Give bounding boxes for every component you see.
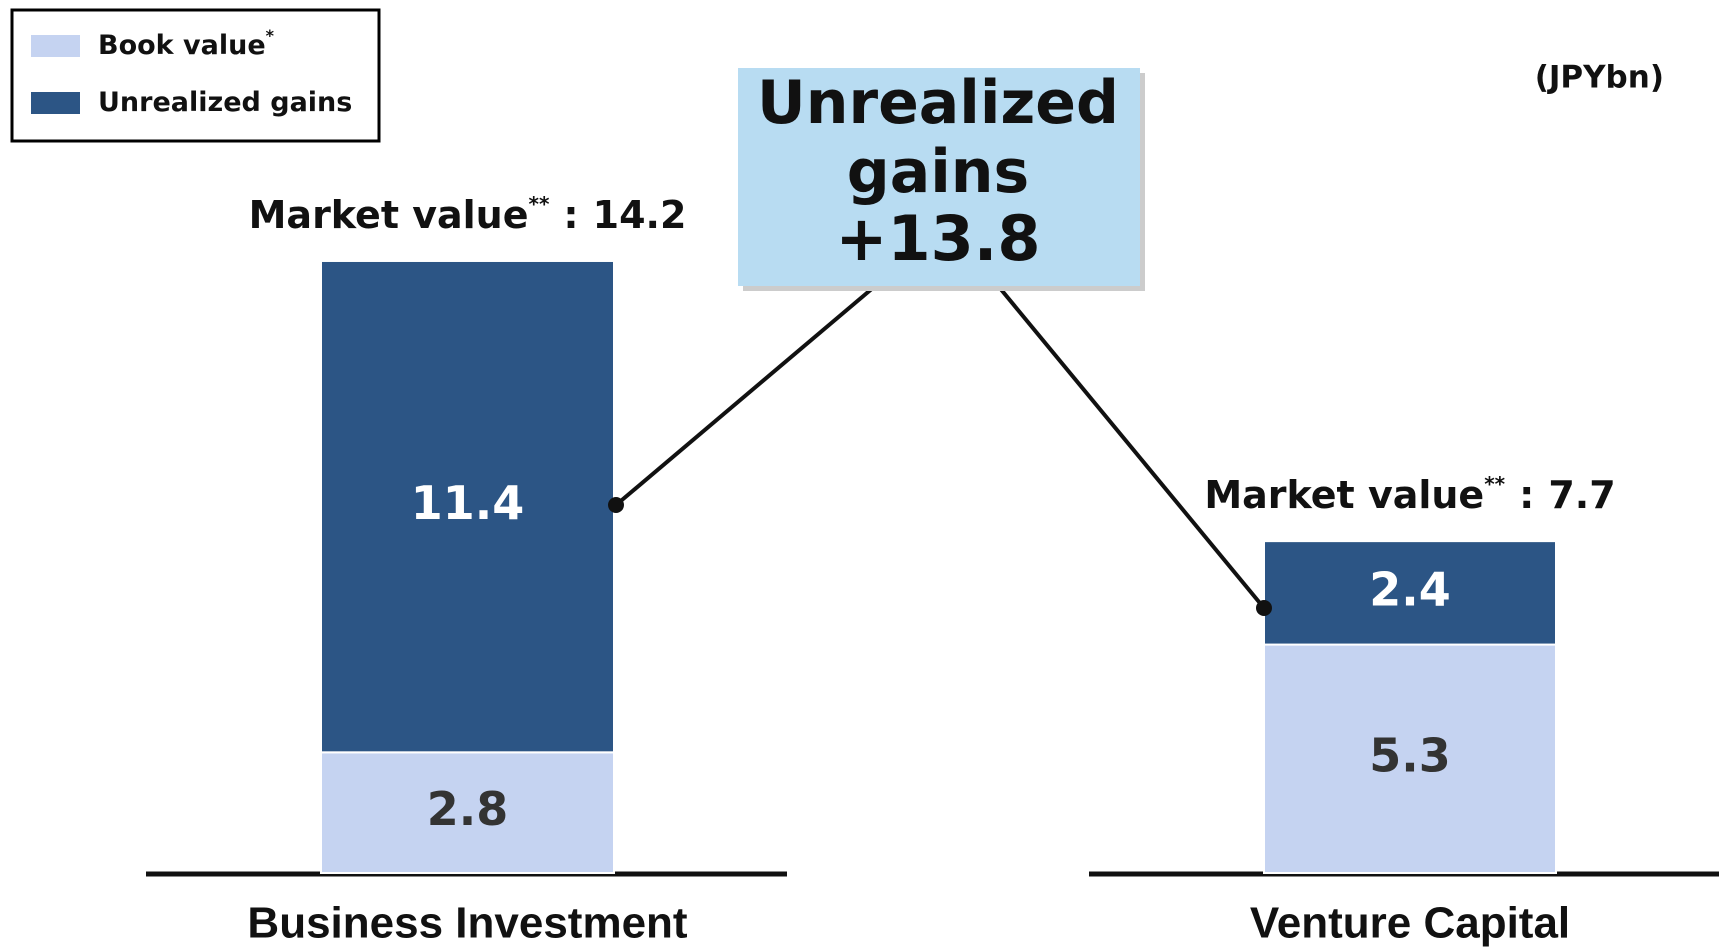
legend-swatch <box>31 92 80 114</box>
callout-line: gains <box>847 137 1029 207</box>
bar-segment <box>320 751 615 875</box>
total-separator: : <box>1519 473 1534 517</box>
x-tick-label: Venture Capital <box>1250 899 1570 948</box>
total-label: Market value**:7.7 <box>1204 472 1615 517</box>
legend-superscript: * <box>266 26 275 45</box>
bar-segment <box>1263 643 1557 874</box>
callout-value: +13.8 <box>836 202 1041 275</box>
legend-label: Book value* <box>98 26 275 61</box>
value-label: 2.4 <box>1369 562 1451 616</box>
bar-segment <box>320 259 615 754</box>
total-value: 7.7 <box>1548 473 1615 517</box>
total-value: 14.2 <box>593 192 687 236</box>
legend-text: Unrealized gains <box>98 87 352 118</box>
value-label: 5.3 <box>1369 728 1451 782</box>
x-tick-label: Business Investment <box>247 899 687 948</box>
callout-text: Unrealized gains <box>757 68 1119 207</box>
total-superscript: ** <box>1484 472 1505 496</box>
connector <box>614 285 876 507</box>
total-name: Market value <box>249 192 529 236</box>
value-label: 11.4 <box>411 476 525 530</box>
total-name: Market value <box>1204 473 1484 517</box>
total-superscript: ** <box>529 191 550 215</box>
unit-label: (JPYbn) <box>1535 60 1664 96</box>
legend-label: Unrealized gains <box>98 87 352 118</box>
connector-dot <box>608 497 624 513</box>
legend-text: Book value <box>98 30 266 61</box>
total-separator: : <box>563 192 578 236</box>
connector <box>997 285 1266 610</box>
legend-swatch <box>31 35 80 57</box>
total-label: Market value**:14.2 <box>249 191 687 236</box>
legend-box <box>10 8 381 143</box>
bar-segment <box>1263 540 1557 646</box>
connector-dot <box>1256 600 1272 616</box>
callout-box <box>738 68 1140 286</box>
callout-line: Unrealized <box>757 68 1119 138</box>
value-label: 2.8 <box>427 782 509 836</box>
